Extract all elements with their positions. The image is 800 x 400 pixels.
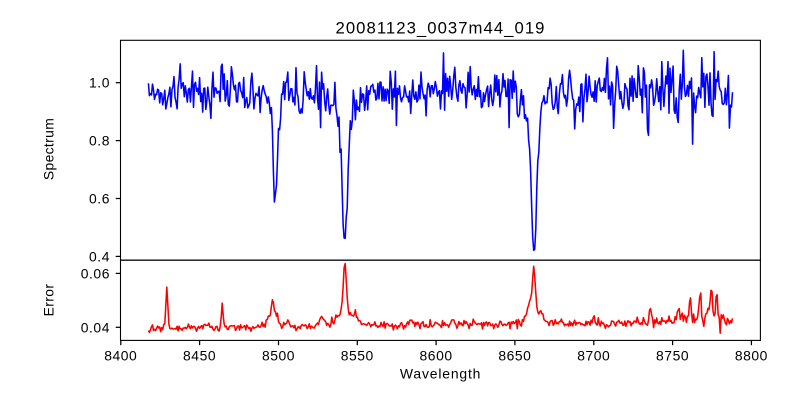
svg-text:0.04: 0.04 xyxy=(81,319,110,335)
svg-text:Spectrum: Spectrum xyxy=(41,118,57,180)
svg-text:Wavelength: Wavelength xyxy=(400,366,481,382)
svg-text:8750: 8750 xyxy=(656,347,689,363)
svg-text:0.8: 0.8 xyxy=(89,133,110,149)
svg-text:8700: 8700 xyxy=(577,347,610,363)
svg-text:8800: 8800 xyxy=(735,347,768,363)
svg-text:8500: 8500 xyxy=(262,347,295,363)
svg-text:0.06: 0.06 xyxy=(81,265,110,281)
svg-text:Error: Error xyxy=(41,284,57,317)
svg-text:8650: 8650 xyxy=(498,347,531,363)
svg-text:1.0: 1.0 xyxy=(89,75,110,91)
svg-text:20081123_0037m44_019: 20081123_0037m44_019 xyxy=(336,19,546,38)
svg-text:0.4: 0.4 xyxy=(89,248,110,264)
svg-text:8450: 8450 xyxy=(183,347,216,363)
svg-text:8550: 8550 xyxy=(341,347,374,363)
svg-text:0.6: 0.6 xyxy=(89,190,110,206)
svg-text:8600: 8600 xyxy=(420,347,453,363)
svg-text:8400: 8400 xyxy=(104,347,137,363)
